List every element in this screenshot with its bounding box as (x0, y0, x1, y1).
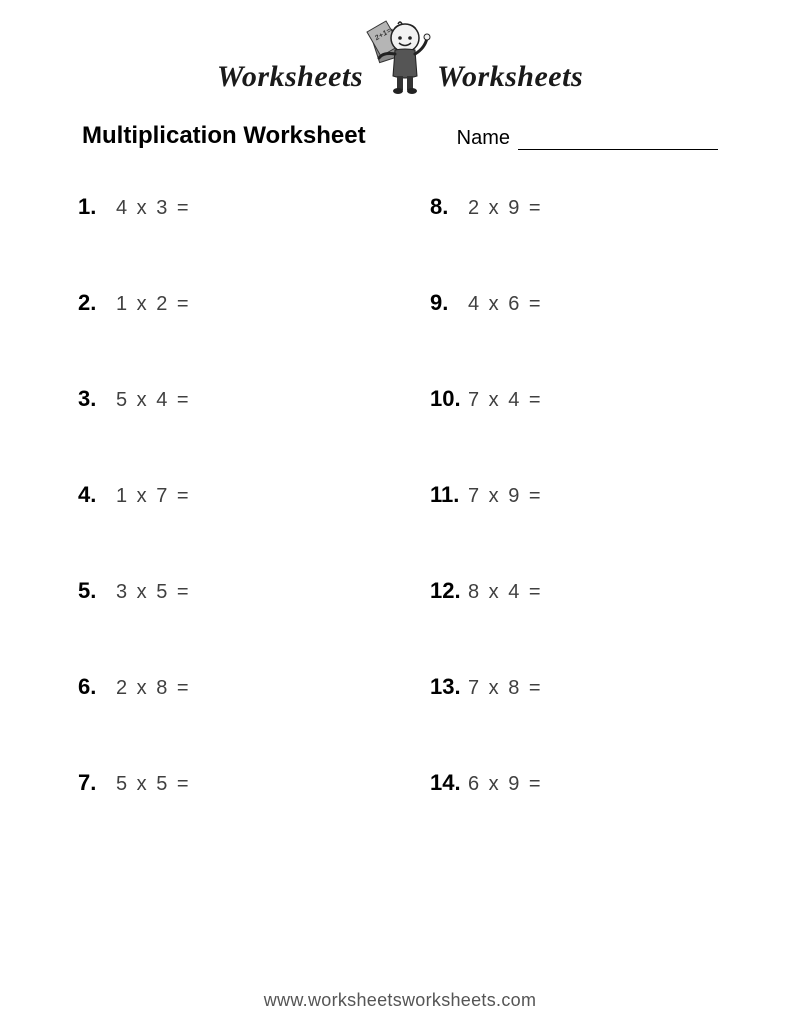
problem-expression: 4 x 3 = (116, 197, 191, 220)
problem-number: 4. (78, 482, 116, 508)
problem-row: 13.7 x 8 = (430, 674, 722, 770)
problem-expression: 1 x 2 = (116, 293, 191, 316)
problem-number: 11. (430, 482, 468, 508)
problem-expression: 1 x 7 = (116, 485, 191, 508)
site-logo: Worksheets 2+1= (217, 18, 583, 94)
mascot-icon: 2+1= (365, 18, 435, 94)
problem-row: 11.7 x 9 = (430, 482, 722, 578)
problem-expression: 6 x 9 = (468, 773, 543, 796)
footer-url: www.worksheetsworksheets.com (50, 990, 750, 1035)
problem-row: 2.1 x 2 = (78, 290, 370, 386)
problem-row: 7.5 x 5 = (78, 770, 370, 866)
problem-expression: 2 x 9 = (468, 197, 543, 220)
problem-expression: 5 x 4 = (116, 389, 191, 412)
name-blank-line[interactable] (518, 132, 718, 150)
problem-row: 14.6 x 9 = (430, 770, 722, 866)
problem-expression: 2 x 8 = (116, 677, 191, 700)
problem-number: 14. (430, 770, 468, 796)
problem-number: 12. (430, 578, 468, 604)
problems-column-right: 8.2 x 9 =9.4 x 6 =10.7 x 4 =11.7 x 9 =12… (390, 194, 722, 990)
problem-row: 5.3 x 5 = (78, 578, 370, 674)
problem-row: 4.1 x 7 = (78, 482, 370, 578)
logo-container: Worksheets 2+1= (50, 18, 750, 94)
worksheet-page: Worksheets 2+1= (0, 0, 800, 1035)
problem-number: 1. (78, 194, 116, 220)
problem-row: 9.4 x 6 = (430, 290, 722, 386)
problem-number: 2. (78, 290, 116, 316)
name-label: Name (457, 127, 510, 150)
problem-row: 1.4 x 3 = (78, 194, 370, 290)
problem-number: 8. (430, 194, 468, 220)
problem-expression: 8 x 4 = (468, 581, 543, 604)
problem-row: 6.2 x 8 = (78, 674, 370, 770)
problem-expression: 7 x 4 = (468, 389, 543, 412)
worksheet-title: Multiplication Worksheet (82, 122, 366, 150)
logo-text-right: Worksheets (437, 60, 583, 94)
problem-expression: 7 x 8 = (468, 677, 543, 700)
problem-number: 9. (430, 290, 468, 316)
problem-row: 3.5 x 4 = (78, 386, 370, 482)
header-row: Multiplication Worksheet Name (50, 122, 750, 150)
name-field: Name (457, 127, 718, 150)
problems-grid: 1.4 x 3 =2.1 x 2 =3.5 x 4 =4.1 x 7 =5.3 … (50, 194, 750, 990)
problems-column-left: 1.4 x 3 =2.1 x 2 =3.5 x 4 =4.1 x 7 =5.3 … (78, 194, 390, 990)
problem-row: 10.7 x 4 = (430, 386, 722, 482)
problem-row: 8.2 x 9 = (430, 194, 722, 290)
logo-text-left: Worksheets (217, 60, 363, 94)
problem-number: 13. (430, 674, 468, 700)
problem-expression: 4 x 6 = (468, 293, 543, 316)
problem-row: 12.8 x 4 = (430, 578, 722, 674)
problem-number: 6. (78, 674, 116, 700)
problem-number: 5. (78, 578, 116, 604)
problem-expression: 5 x 5 = (116, 773, 191, 796)
problem-number: 7. (78, 770, 116, 796)
problem-expression: 7 x 9 = (468, 485, 543, 508)
problem-number: 3. (78, 386, 116, 412)
problem-expression: 3 x 5 = (116, 581, 191, 604)
problem-number: 10. (430, 386, 468, 412)
